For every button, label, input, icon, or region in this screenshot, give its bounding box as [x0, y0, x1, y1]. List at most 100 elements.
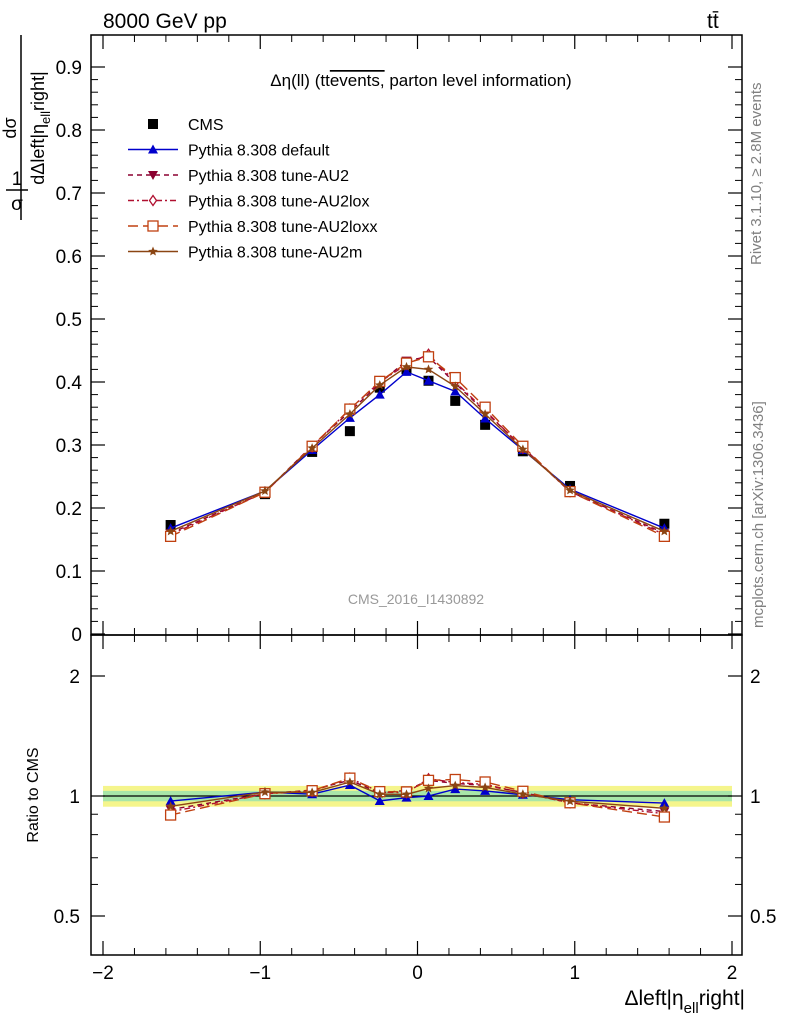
ratio-tick-label-right: 0.5: [750, 907, 776, 928]
y-axis-label: 1 σ dσ dΔleft|ηellright|: [0, 35, 53, 220]
ratio-point: [658, 811, 671, 823]
data-point: [450, 395, 461, 406]
data-point: [307, 443, 317, 453]
y-tick-label: 0.5: [56, 310, 82, 331]
ratio-point: [345, 777, 355, 787]
legend-entry: Pythia 8.308 tune-AU2lox: [128, 194, 369, 211]
data-point: [659, 526, 670, 536]
ratio-series-5: [165, 777, 670, 813]
series-5: [165, 361, 670, 536]
legend-label: Pythia 8.308 default: [188, 143, 330, 160]
y-tick-label: 0: [71, 625, 82, 646]
series-lines: [164, 348, 671, 542]
mcplots-label: mcplots.cern.ch [arXiv:1306.3436]: [750, 401, 767, 628]
data-point: [401, 361, 412, 371]
legend-entry: Pythia 8.308 tune-AU2loxx: [128, 219, 377, 236]
data-point: [344, 412, 355, 422]
series-2: [165, 352, 670, 539]
x-tick-label: −1: [249, 963, 271, 984]
data-point: [480, 419, 491, 430]
data-point: [480, 413, 491, 423]
series-3: [166, 348, 669, 541]
ratio-tick-label: 2: [69, 667, 80, 688]
legend-label: CMS: [188, 117, 224, 134]
chart-title: Δη(ll) (ttevents, parton level informati…: [270, 71, 571, 90]
y-tick-label: 0.8: [56, 121, 82, 142]
ratio-point: [423, 791, 434, 800]
series-line: [170, 371, 665, 529]
ratio-point: [164, 809, 177, 821]
legend-entry: Pythia 8.308 tune-AU2: [128, 168, 349, 185]
x-tick-label: 1: [569, 963, 580, 984]
data-point: [260, 486, 270, 495]
data-point: [518, 444, 528, 454]
rivet-label: Rivet 3.1.10, ≥ 2.8M events: [748, 83, 765, 266]
data-point: [344, 426, 355, 437]
legend-marker: [148, 171, 158, 180]
data-point: [450, 381, 460, 391]
legend-label: Pythia 8.308 tune-AU2: [188, 168, 349, 185]
y-tick-label: 0.3: [56, 436, 82, 457]
ratio-y-label: Ratio to CMS: [25, 747, 42, 842]
ratio-frame: [90, 634, 743, 956]
data-point: [375, 380, 385, 390]
ratio-point: [260, 787, 270, 797]
series-1: [165, 366, 670, 533]
legend-marker: [148, 194, 158, 207]
data-point: [422, 351, 435, 363]
ratio-point: [518, 789, 528, 799]
data-point: [374, 389, 385, 399]
data-point: [401, 366, 412, 376]
series-line: [170, 356, 665, 534]
series-4: [164, 351, 671, 542]
legend-entry: Pythia 8.308 default: [128, 143, 330, 160]
series-line: [170, 366, 665, 532]
ratio-tick-label-right: 2: [750, 667, 761, 688]
ratio-lines: [103, 772, 732, 823]
svg-text:dΔleft|ηellright|: dΔleft|ηellright|: [28, 71, 53, 184]
ratio-line: [170, 781, 665, 809]
ratio-tick-label: 1: [69, 787, 80, 808]
x-tick-label: 2: [727, 963, 738, 984]
data-point: [450, 386, 461, 396]
legend-label: Pythia 8.308 tune-AU2loxx: [188, 219, 377, 236]
ratio-point: [423, 783, 434, 793]
svg-text:1: 1: [12, 169, 23, 190]
ratio-tick-label: 0.5: [54, 907, 80, 928]
ratio-point: [374, 795, 385, 805]
ratio-point: [165, 796, 176, 806]
y-tick-label: 0.7: [56, 184, 82, 205]
data-point: [449, 371, 461, 384]
data-point: [345, 409, 355, 419]
legend-label: Pythia 8.308 tune-AU2m: [188, 245, 362, 262]
ratio-point: [450, 780, 460, 790]
process-label: tt̄: [707, 10, 719, 33]
ratio-line: [170, 777, 665, 818]
x-tick-label: −2: [92, 963, 114, 984]
ratio-point: [659, 798, 670, 808]
y-tick-label: 0.1: [56, 562, 82, 583]
series-line: [170, 356, 665, 538]
y-tick-label: 0.6: [56, 247, 82, 268]
ratio-point: [565, 796, 575, 806]
ratio-point: [480, 782, 490, 792]
data-point: [565, 485, 575, 495]
ratio-point: [401, 789, 412, 799]
legend-entry: Pythia 8.308 tune-AU2m: [128, 245, 362, 262]
series-line: [170, 353, 665, 536]
ratio-point: [307, 787, 317, 797]
ratio-point: [659, 803, 670, 813]
data-point: [423, 364, 434, 374]
axes: 0 0.1 0.2 0.3 0.4 0.5 0.6 0.7 0.8 0.9 −2 −1 0 1 2 0.5 0.…: [54, 35, 776, 984]
data-point: [165, 526, 176, 536]
ratio-point: [375, 789, 385, 799]
ratio-tick-label-right: 1: [750, 787, 761, 808]
series-0: [165, 364, 670, 531]
x-tick-label: 0: [412, 963, 423, 984]
energy-label: 8000 GeV pp: [103, 10, 227, 33]
y-tick-label: 0.9: [56, 58, 82, 79]
legend-marker: [147, 220, 159, 232]
y-tick-label: 0.2: [56, 499, 82, 520]
legend-marker: [148, 119, 158, 129]
